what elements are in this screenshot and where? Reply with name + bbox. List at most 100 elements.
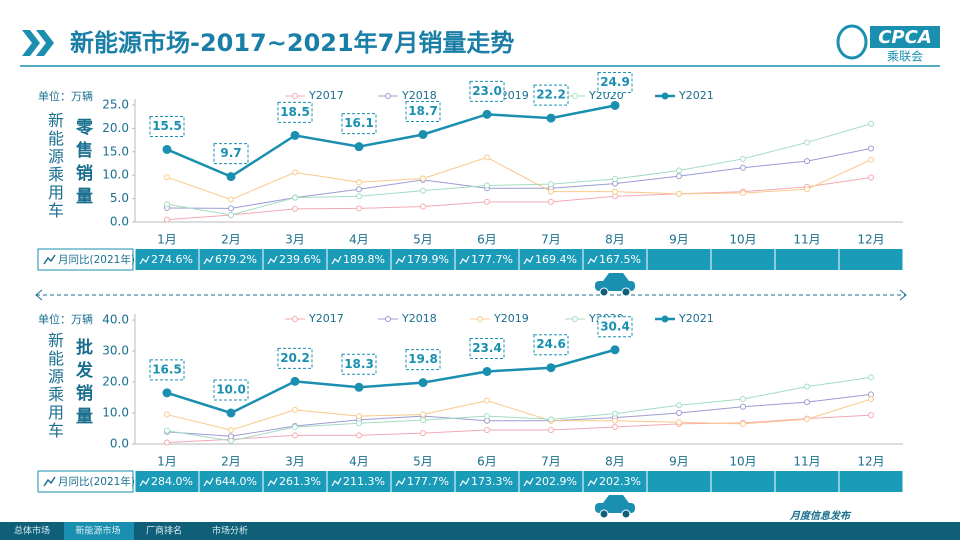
car-icon — [599, 287, 609, 297]
yoy-value: 274.6% — [151, 253, 193, 266]
unit-label: 单位：万辆 — [38, 89, 93, 103]
yoy-cell — [775, 471, 839, 492]
x-tick-label: 4月 — [349, 233, 369, 247]
data-point — [804, 158, 810, 165]
yoy-label: 月同比(2021年) — [58, 253, 135, 266]
series-line — [166, 348, 616, 415]
legend-label: Y2018 — [401, 89, 437, 102]
x-tick-label: 4月 — [349, 455, 369, 469]
logo-text: CPCA — [878, 27, 932, 48]
data-point — [612, 188, 618, 195]
trend-icon — [587, 255, 598, 265]
data-label: 18.7 — [408, 104, 438, 118]
x-tick-label: 9月 — [669, 233, 689, 247]
series-line — [166, 393, 872, 437]
data-point — [612, 175, 618, 182]
label-box — [277, 101, 313, 123]
yoy-cell — [199, 249, 263, 270]
legend-label: Y2018 — [401, 312, 437, 325]
series-line — [166, 398, 872, 431]
series-line — [166, 376, 872, 442]
car-icon — [621, 509, 631, 519]
legend-marker — [477, 316, 483, 322]
data-point — [484, 154, 490, 161]
x-tick-label: 10月 — [729, 455, 756, 469]
footer-tab: 新能源市场 — [75, 525, 120, 537]
trend-icon — [331, 477, 342, 487]
x-tick-label: 11月 — [793, 455, 820, 469]
label-box — [533, 334, 569, 356]
data-label: 24.6 — [536, 337, 566, 351]
trend-icon — [267, 477, 278, 487]
legend-label: Y2019 — [493, 312, 529, 325]
metric-label: 零售销量 — [72, 118, 92, 210]
yoy-value: 239.6% — [279, 253, 321, 266]
x-tick-label: 12月 — [857, 233, 884, 247]
trend-icon — [203, 477, 214, 487]
data-label: 22.2 — [536, 88, 566, 102]
yoy-cell — [583, 471, 647, 492]
x-tick-label: 12月 — [857, 455, 884, 469]
yoy-cell — [519, 471, 583, 492]
y-tick-label: 10.0 — [102, 168, 129, 182]
data-point — [740, 164, 746, 171]
car-icon — [621, 287, 631, 297]
trend-icon — [139, 477, 150, 487]
data-point — [164, 201, 170, 208]
data-point — [676, 410, 682, 416]
yoy-cell — [519, 249, 583, 270]
data-point — [164, 174, 170, 181]
yoy-cell — [263, 471, 327, 492]
data-point — [228, 205, 234, 212]
legend-label: Y2021 — [678, 89, 714, 102]
x-tick-label: 9月 — [669, 455, 689, 469]
car-icon — [603, 495, 629, 503]
yoy-cell — [711, 471, 775, 492]
y-tick-label: 5.0 — [110, 191, 129, 205]
trend-icon — [459, 255, 470, 265]
data-label: 23.0 — [472, 84, 502, 98]
data-point — [420, 417, 426, 424]
y-tick-label: 15.0 — [102, 144, 129, 158]
data-point — [868, 174, 874, 181]
data-point — [482, 366, 492, 376]
y-tick-label: 40.0 — [102, 313, 129, 327]
yoy-value: 189.8% — [343, 253, 385, 266]
yoy-value: 179.9% — [407, 253, 449, 266]
trend-icon — [267, 255, 278, 265]
footer-tab: 总体市场 — [14, 525, 50, 537]
title-icon — [22, 30, 54, 56]
x-tick-label: 3月 — [285, 455, 305, 469]
data-point — [420, 430, 426, 437]
divider — [35, 289, 907, 301]
trend-icon — [459, 477, 470, 487]
data-point — [484, 427, 490, 434]
x-tick-label: 3月 — [285, 233, 305, 247]
y-tick-label: 0.0 — [110, 437, 129, 451]
data-point — [292, 194, 298, 201]
data-point — [804, 399, 810, 406]
data-point — [868, 374, 874, 381]
data-point — [548, 188, 554, 195]
data-point — [164, 439, 170, 446]
data-point — [356, 420, 362, 427]
yoy-value: 177.7% — [407, 475, 449, 488]
data-point — [290, 376, 300, 386]
logo-mark — [836, 24, 868, 60]
data-point — [418, 378, 428, 388]
label-box — [405, 349, 441, 371]
y-tick-label: 20.0 — [102, 121, 129, 135]
series-line — [166, 123, 872, 216]
data-point — [292, 423, 298, 430]
data-point — [292, 406, 298, 413]
footer-bar — [0, 522, 960, 540]
yoy-cell — [391, 471, 455, 492]
data-point — [612, 423, 618, 430]
y-tick-label: 10.0 — [102, 406, 129, 420]
slide-title: 新能源市场-2017~2021年7月销量走势 — [70, 29, 514, 57]
data-point — [676, 190, 682, 197]
data-label: 20.2 — [280, 351, 310, 365]
data-point — [228, 437, 234, 444]
side-label: 新能源乘用车 — [45, 112, 64, 220]
